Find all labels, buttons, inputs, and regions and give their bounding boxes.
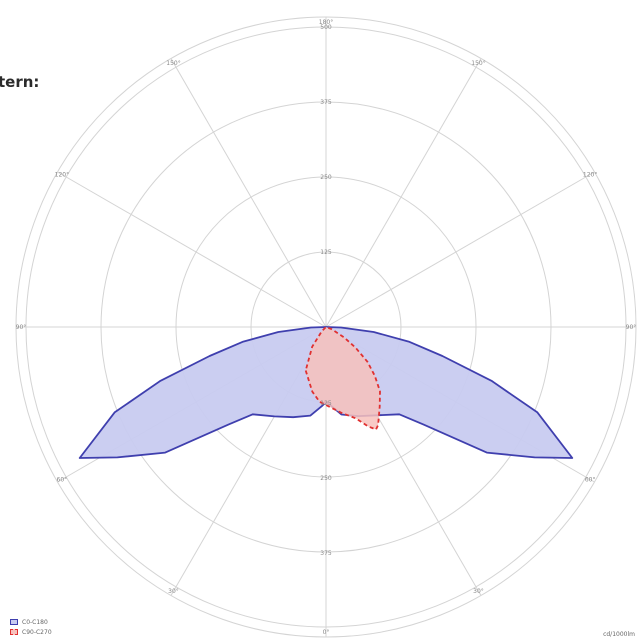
angle-label-2: 120° — [583, 172, 597, 179]
legend-label-c0: C0-C180 — [22, 618, 48, 626]
labels: 125 250 375 500 125 250 375 180° 150° 120° 90° 60° 3… — [16, 19, 637, 636]
radial-tick-125: 125 — [320, 249, 332, 256]
legend-label-c90: C90-C270 — [22, 628, 52, 636]
radial-tick-lower-250: 250 — [320, 475, 332, 482]
grid-spoke-300 — [57, 171, 327, 328]
radial-tick-lower-125: 125 — [320, 400, 332, 407]
grid-spoke-30 — [325, 58, 482, 328]
angle-label-5: 30° — [473, 588, 484, 595]
angle-label-0: 180° — [319, 19, 333, 26]
angle-label-6: 0° — [323, 629, 330, 636]
angle-label-9: 90° — [16, 324, 27, 331]
legend-item-c0[interactable]: C0-C180 — [10, 617, 52, 627]
angle-label-3: 90° — [626, 324, 637, 331]
angle-label-1: 150° — [471, 60, 485, 67]
grid-spoke-330 — [170, 58, 327, 328]
series-layer — [78, 326, 574, 459]
angle-label-8: 60° — [57, 477, 68, 484]
legend-swatch-c90 — [10, 629, 18, 635]
radial-tick-500: 500 — [320, 24, 332, 31]
angle-label-10: 120° — [55, 172, 69, 179]
legend-item-c90[interactable]: C90-C270 — [10, 627, 52, 637]
series-c90-c270 — [304, 326, 381, 431]
angle-label-7: 30° — [168, 588, 179, 595]
legend-swatch-c0 — [10, 619, 18, 625]
angle-label-4: 60° — [585, 477, 596, 484]
radial-tick-lower-375: 375 — [320, 550, 332, 557]
legend: C0-C180 C90-C270 — [10, 617, 52, 637]
unit-label: cd/1000lm — [603, 631, 635, 638]
angle-label-11: 150° — [166, 60, 180, 67]
page-heading: tern: — [0, 73, 40, 91]
radial-tick-375: 375 — [320, 99, 332, 106]
grid-spoke-60 — [325, 171, 595, 328]
radial-tick-250: 250 — [320, 174, 332, 181]
